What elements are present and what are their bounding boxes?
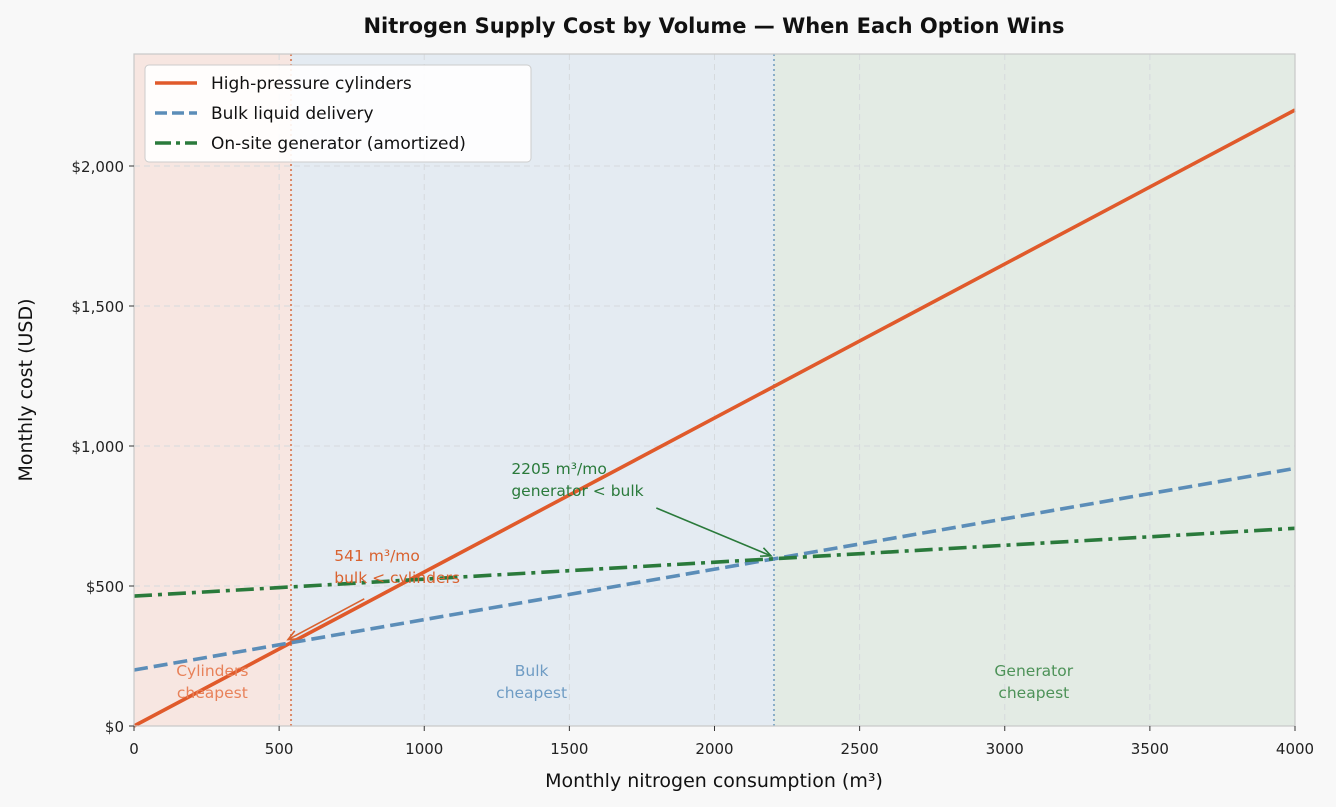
x-axis-label: Monthly nitrogen consumption (m³) [545,770,883,792]
x-tick-label-5: 2500 [841,740,879,758]
series-line-2 [133,526,1296,598]
y-tick-label-0: $0 [105,718,124,736]
y-tick-label-4: $2,000 [72,158,125,176]
grid [134,54,1295,726]
x-tick-label-8: 4000 [1276,740,1314,758]
legend-label-1: Bulk liquid delivery [211,104,374,124]
crossover-annotation-1-line2: generator < bulk [511,482,643,500]
region-label-0: Cylinders [176,662,248,680]
crossover-lines [290,54,776,726]
x-tick-label-1: 500 [265,740,294,758]
x-tick-label-7: 3500 [1131,740,1169,758]
region-label-0-line2: cheapest [177,684,248,702]
x-axis-ticks: 0 500 1000 1500 2000 2500 3000 3500 4000 [129,726,1314,758]
series-line-1 [133,466,1296,672]
y-axis-ticks: $0 $500 $1,000 $1,500 $2,000 [72,158,134,736]
legend-label-0: High-pressure cylinders [211,74,412,94]
region-band-2 [774,54,1295,726]
legend: High-pressure cylinders Bulk liquid deliv… [144,64,532,163]
region-label-2: Generator [994,662,1073,680]
crossover-annotation-1: 2205 m³/mo [511,460,607,478]
y-tick-label-2: $1,000 [72,438,125,456]
series-lines [133,108,1296,728]
crossover-arrow-1 [656,507,772,557]
crossover-arrowhead-0 [286,630,300,641]
x-tick-label-2: 1000 [405,740,443,758]
x-tick-label-3: 1500 [550,740,588,758]
crossover-annotation-0-line2: bulk < cylinders [334,569,460,587]
series-line-0 [133,108,1296,728]
crossover-annotation-0: 541 m³/mo [334,547,420,565]
crossover-arrowhead-1 [759,547,773,557]
annotations: Cylinders cheapest Bulk cheapest Generator ch… [176,460,1074,702]
y-tick-label-3: $1,500 [72,298,125,316]
region-label-1-line2: cheapest [496,684,567,702]
x-tick-label-6: 3000 [986,740,1024,758]
y-tick-label-1: $500 [86,578,124,596]
legend-box [144,64,532,163]
region-label-2-line2: cheapest [998,684,1069,702]
chart-title: Nitrogen Supply Cost by Volume — When Ea… [363,14,1064,38]
crossover-arrow-0 [287,598,365,641]
legend-label-2: On-site generator (amortized) [211,134,466,154]
region-band-1 [291,54,775,726]
y-axis-label: Monthly cost (USD) [15,299,37,482]
x-tick-label-0: 0 [129,740,139,758]
region-label-1: Bulk [515,662,549,680]
x-tick-label-4: 2000 [695,740,733,758]
